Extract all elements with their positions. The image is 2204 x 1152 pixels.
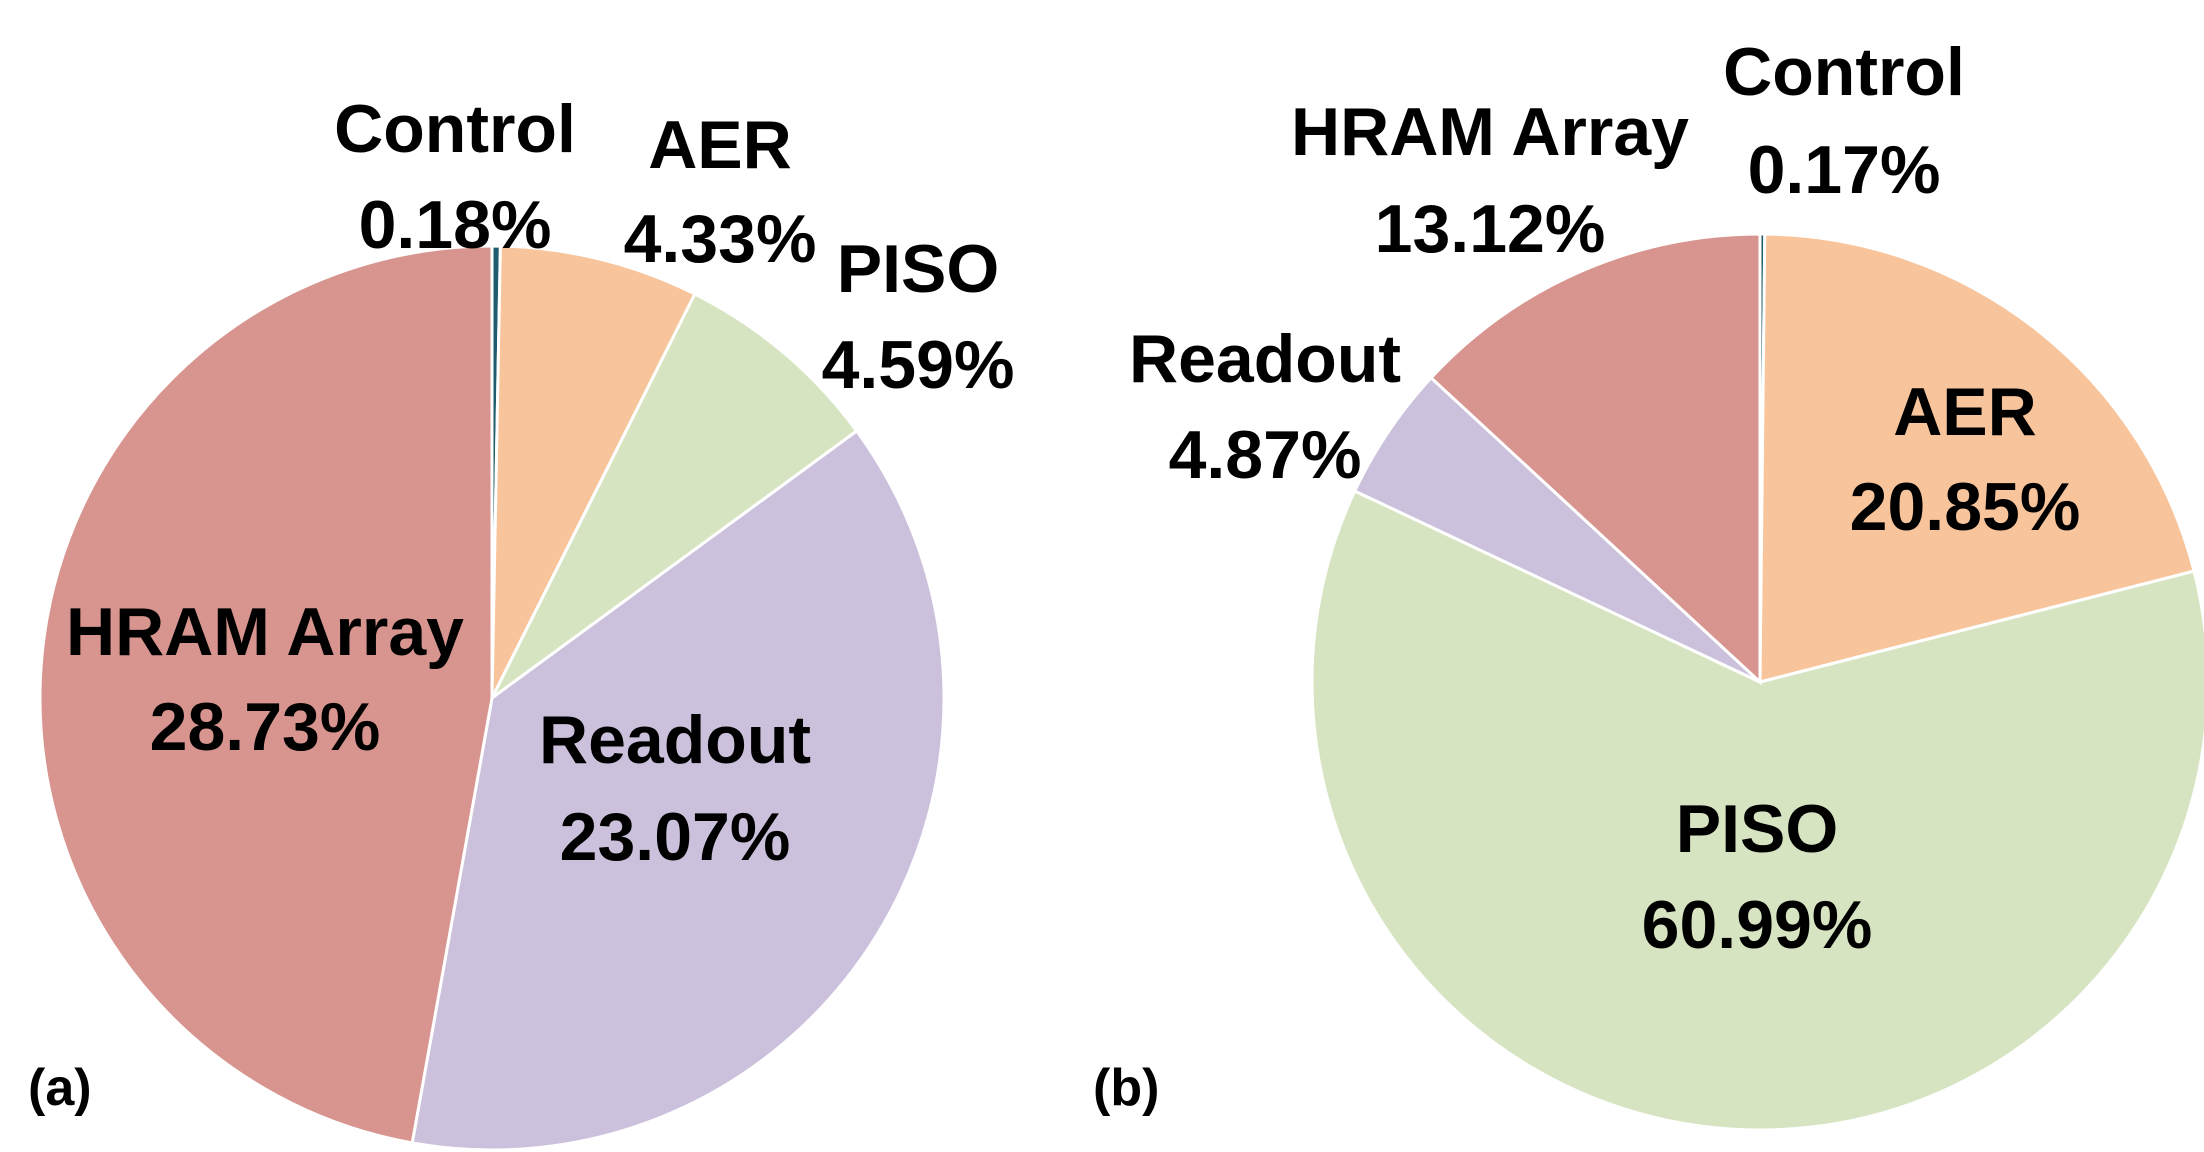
pie-a-slice-hram-array [38, 244, 494, 1145]
pie-a-slice-readout [410, 428, 946, 1152]
panel-label-a: (a) [28, 1059, 92, 1117]
pie-a-slices [38, 244, 946, 1152]
pie-chart-b: Control 0.17% HRAM Array 13.12% Readout … [1093, 34, 2204, 1132]
label-a-aer-name: AER [648, 107, 792, 183]
label-b-piso-name: PISO [1676, 791, 1839, 867]
label-b-readout-value: 4.87% [1169, 417, 1362, 493]
pie-b-slice-aer [1758, 232, 2196, 684]
label-a-piso-name: PISO [837, 231, 1000, 307]
label-b-piso-value: 60.99% [1642, 887, 1873, 963]
label-b-hram-name: HRAM Array [1291, 94, 1689, 170]
label-a-control-value: 0.18% [359, 187, 552, 263]
panel-label-b: (b) [1093, 1059, 1159, 1117]
pie-a-slice-piso [490, 292, 859, 700]
label-a-readout-value: 23.07% [560, 799, 791, 875]
label-a-readout-name: Readout [539, 702, 811, 778]
label-a-hram-name: HRAM Array [66, 594, 464, 670]
label-b-control-name: Control [1723, 34, 1965, 110]
label-b-readout-name: Readout [1129, 321, 1401, 397]
label-b-aer-name: AER [1893, 374, 2037, 450]
label-a-hram-value: 28.73% [150, 689, 381, 765]
pie-a-slice-aer [490, 244, 697, 699]
label-b-hram-value: 13.12% [1375, 191, 1606, 267]
label-a-aer-value: 4.33% [624, 201, 817, 277]
label-a-control-name: Control [334, 91, 576, 167]
pie-b-slice-hram-array [1428, 232, 1762, 686]
pie-b-slice-piso [1310, 488, 2204, 1132]
pie-b-slices [1310, 232, 2204, 1132]
pie-chart-a: Control 0.18% AER 4.33% PISO 4.59% HRAM … [28, 91, 1015, 1152]
label-b-aer-value: 20.85% [1850, 469, 2081, 545]
label-b-control-value: 0.17% [1748, 132, 1941, 208]
label-a-piso-value: 4.59% [822, 327, 1015, 403]
